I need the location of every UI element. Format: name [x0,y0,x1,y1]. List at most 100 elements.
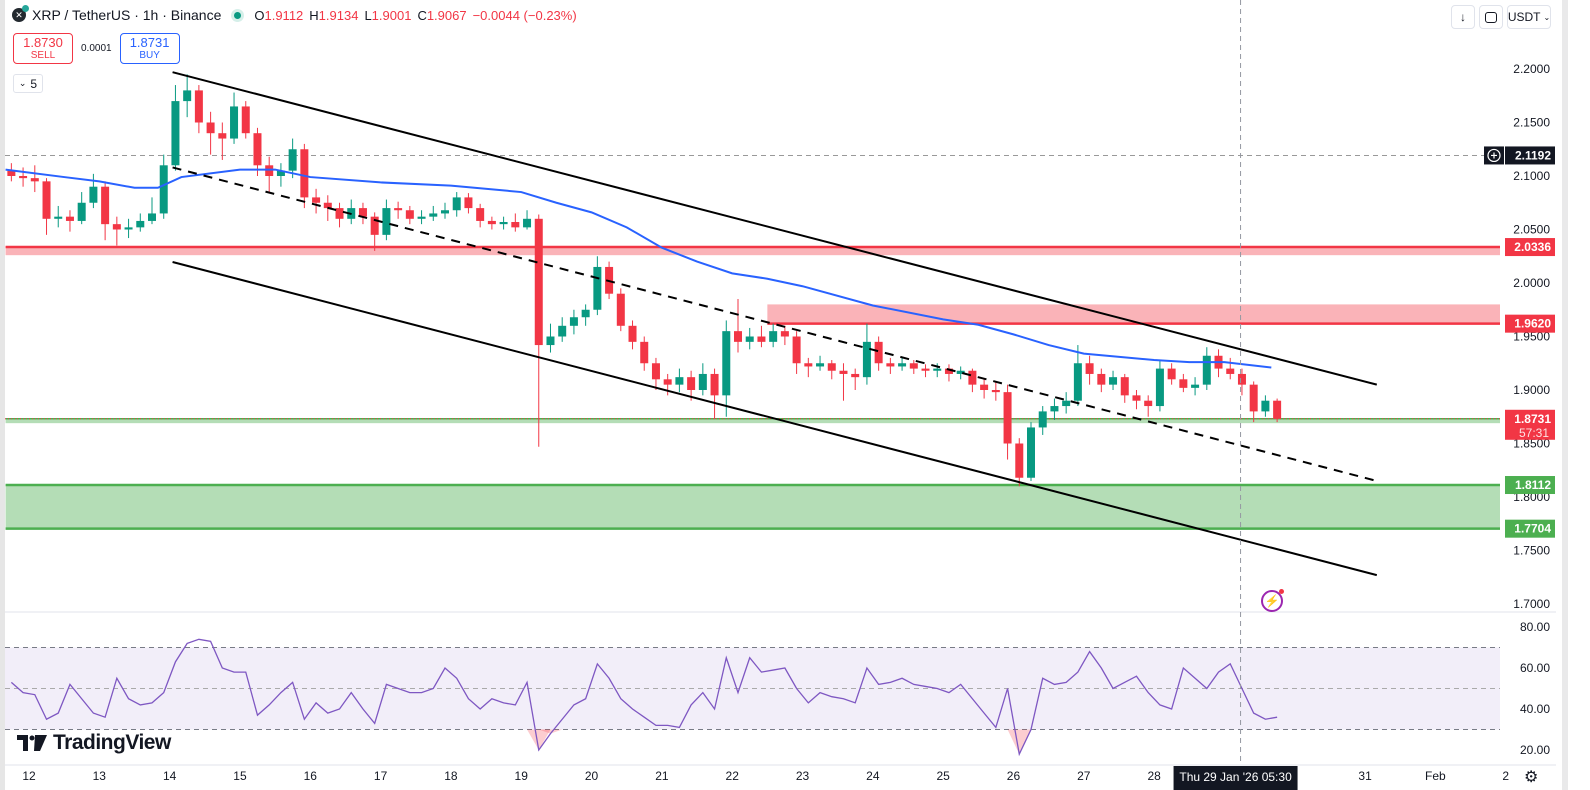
candle [827,360,836,380]
candle-body [452,197,461,211]
candle-body [1179,379,1188,388]
candle-body [1144,400,1153,407]
candle [312,188,321,214]
rsi-axis-tick: 80.00 [1520,620,1550,634]
candle-body [206,122,215,134]
resistance-price-badge: 1.9620 [1514,317,1551,331]
candle [159,154,168,219]
market-open-status-icon [231,8,245,22]
symbol-title[interactable]: XRP / TetherUS · 1h · Binance [32,7,222,23]
candle [663,373,672,396]
candle [276,163,285,187]
candle-body [874,341,883,364]
lightning-alert-icon[interactable]: ⚡ [1261,589,1284,612]
candle-body [534,218,543,346]
candle-body [276,170,285,176]
candle [1167,363,1176,385]
candle [1073,345,1082,407]
candle-body [792,336,801,364]
crosshair-time-label-bg [1173,766,1298,790]
candle-body [1050,406,1059,412]
candle-body [898,363,907,367]
candle [1027,422,1035,481]
candle-body [265,165,274,176]
candle [581,304,590,326]
time-axis-tick: 20 [585,769,599,783]
candle [1062,392,1071,414]
candle-body [569,317,578,326]
candle [651,357,660,390]
candle-body [581,309,590,318]
candle-body [640,341,649,364]
candle [452,192,461,217]
candle [417,210,426,225]
change-value: −0.0044 (−0.23%) [472,7,577,23]
time-axis-tick: 14 [163,769,177,783]
candle [523,210,532,230]
candle-body [358,208,367,217]
tradingview-logo[interactable]: TradingView [17,731,171,755]
candle [124,218,133,239]
candle-body [804,363,813,367]
candle [183,74,192,118]
candle [230,92,239,144]
candle-body [851,373,860,378]
plus-circle-icon [1487,148,1501,163]
resistance-price-badge: 2.0336 [1514,240,1551,254]
fullscreen-button[interactable] [1479,5,1503,29]
candle-body [1015,443,1024,478]
currency-dropdown[interactable]: USDT ⌄ [1507,5,1551,29]
candle [757,325,766,348]
time-axis-tick: 27 [1077,769,1091,783]
candle-body [839,370,848,374]
candle [1226,357,1235,380]
candle-body [886,363,895,367]
sell-button[interactable]: 1.8730 SELL [13,33,73,64]
buy-button[interactable]: 1.8731 BUY [119,33,180,64]
candle [886,357,895,374]
candle [511,213,520,232]
candle-body [663,379,672,385]
candle-body [148,213,156,221]
candle-body [757,336,766,342]
candle-body [1273,400,1282,419]
candle [148,197,156,225]
resistance-price-badge-bg [1505,238,1555,257]
support-zone-band [5,485,1500,529]
candle-body [89,186,98,203]
indicators-toggle-button[interactable]: ⌄ 5 [13,74,43,93]
candle [1191,377,1200,396]
candle [1179,373,1188,393]
candle-body [159,165,168,214]
candle [722,320,731,417]
time-axis-tick: 17 [374,769,388,783]
marked-level-badge: 2.1192 [1515,148,1551,162]
candle [65,210,74,232]
sell-price: 1.8730 [23,35,63,50]
candle [1038,406,1047,435]
candle [862,323,871,385]
support-price-badge-bg [1505,519,1555,538]
candle-body [862,341,871,378]
settings-gear-icon[interactable]: ⚙ [1524,769,1539,786]
scroll-to-latest-button[interactable]: ↓ [1451,5,1475,29]
candle [288,138,297,179]
candle [640,336,649,371]
candle-body [65,216,74,221]
candle [1237,368,1246,396]
candle [816,355,825,371]
candle-body [651,363,660,380]
candle [1097,368,1106,393]
time-axis-tick: 2 [1502,769,1509,783]
rsi-line [10,638,1278,757]
candle [218,122,227,160]
time-axis-tick: 23 [796,769,810,783]
candle-body [42,181,51,219]
candle [370,212,379,251]
candle-body [77,202,86,221]
candle-body [1237,373,1246,385]
trade-panel: 1.8730 SELL 0.0001 1.8731 BUY [13,33,180,64]
resistance-price-badge-bg [1505,314,1555,333]
time-axis-tick: 18 [444,769,458,783]
